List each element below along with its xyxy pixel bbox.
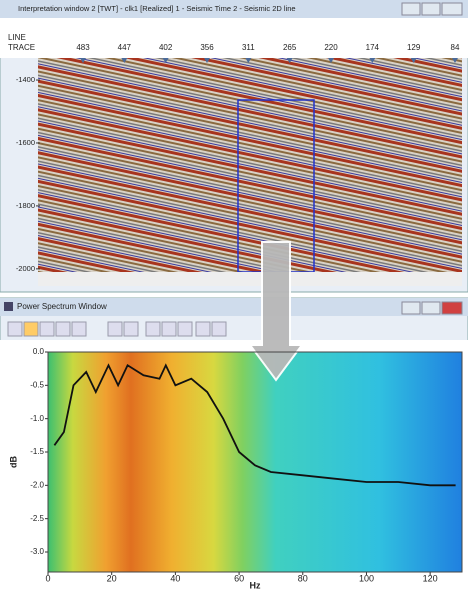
trace-label: 265 <box>283 43 297 52</box>
trace-label: 356 <box>200 43 214 52</box>
header-area <box>0 18 468 58</box>
plot-frame <box>47 351 463 573</box>
trace-marker <box>121 58 128 63</box>
x-tick-label: 120 <box>423 573 438 583</box>
header-label: LINE <box>8 33 26 42</box>
trace-label: 447 <box>118 43 132 52</box>
seismic-section <box>38 58 462 272</box>
tool-button[interactable] <box>145 321 161 337</box>
trace-label: 483 <box>76 43 90 52</box>
y-tick-label: -1400 <box>16 75 35 84</box>
power-spectrum-plot: 0 20 40 60 80 100 120 0.0 -0.5 -1.0 -1.5 -2.0 -2.5 -3… <box>30 347 463 583</box>
trace-marker <box>328 58 334 63</box>
y-tick-label: -2000 <box>16 264 35 273</box>
y-tick-label: -1600 <box>16 138 35 147</box>
trace-marker <box>245 58 252 63</box>
close-button[interactable] <box>441 2 463 16</box>
title-bar <box>0 298 468 316</box>
tool-button[interactable] <box>23 321 39 337</box>
spectrogram <box>48 352 462 572</box>
tool-button[interactable] <box>71 321 87 337</box>
toolbar <box>7 321 227 337</box>
tool-button[interactable] <box>39 321 55 337</box>
y-tick-label: -2.0 <box>30 480 44 489</box>
y-tick-label: -1.0 <box>30 414 44 423</box>
y-tick-label: -0.5 <box>30 380 44 389</box>
minimize-button[interactable] <box>401 2 421 16</box>
trace-marker <box>286 58 293 63</box>
trace-marker <box>162 58 169 63</box>
maximize-button[interactable] <box>421 301 441 315</box>
y-tick-label: -1.5 <box>30 447 44 456</box>
window-title: Interpretation window 2 [TWT] - clk1 [Re… <box>18 4 296 13</box>
trace-label: 174 <box>366 43 380 52</box>
y-tick-label: -2.5 <box>30 514 44 523</box>
y-tick-label: 0.0 <box>33 347 45 356</box>
x-tick-label: 100 <box>359 573 374 583</box>
trace-label: 129 <box>407 43 421 52</box>
tool-button[interactable] <box>55 321 71 337</box>
tool-button[interactable] <box>195 321 211 337</box>
tool-button[interactable] <box>177 321 193 337</box>
tool-button[interactable] <box>211 321 227 337</box>
window-title: Power Spectrum Window <box>17 302 107 311</box>
trace-label: 311 <box>242 43 255 52</box>
tool-button[interactable] <box>123 321 139 337</box>
y-tick-label: -3.0 <box>30 547 44 556</box>
trace-label: 84 <box>451 43 460 52</box>
trace-marker <box>410 58 417 63</box>
spectrum-line <box>53 363 456 487</box>
close-button[interactable] <box>441 301 463 315</box>
x-tick-label: 20 <box>107 573 117 583</box>
maximize-button[interactable] <box>421 2 441 16</box>
tool-button[interactable] <box>7 321 23 337</box>
minimize-button[interactable] <box>401 301 421 315</box>
trace-marker <box>80 58 86 63</box>
header-label: TRACE <box>8 43 35 52</box>
x-tick-label: 40 <box>170 573 180 583</box>
trace-marker <box>369 58 376 63</box>
scrollbar[interactable] <box>38 272 462 286</box>
x-tick-label: 80 <box>298 573 308 583</box>
y-axis-label: dB <box>8 456 18 468</box>
y-tick-label: -1800 <box>16 201 35 210</box>
x-tick-label: 60 <box>234 573 244 583</box>
trace-marker <box>452 58 458 63</box>
x-axis-label: Hz <box>250 580 261 590</box>
trace-label: 402 <box>159 43 173 52</box>
x-tick-label: 0 <box>45 573 50 583</box>
window-icon <box>4 302 13 311</box>
trace-label: 220 <box>324 43 338 52</box>
title-bar <box>0 0 468 18</box>
arrow <box>248 241 304 382</box>
tool-button[interactable] <box>107 321 123 337</box>
trace-marker <box>204 58 210 63</box>
tool-button[interactable] <box>161 321 177 337</box>
